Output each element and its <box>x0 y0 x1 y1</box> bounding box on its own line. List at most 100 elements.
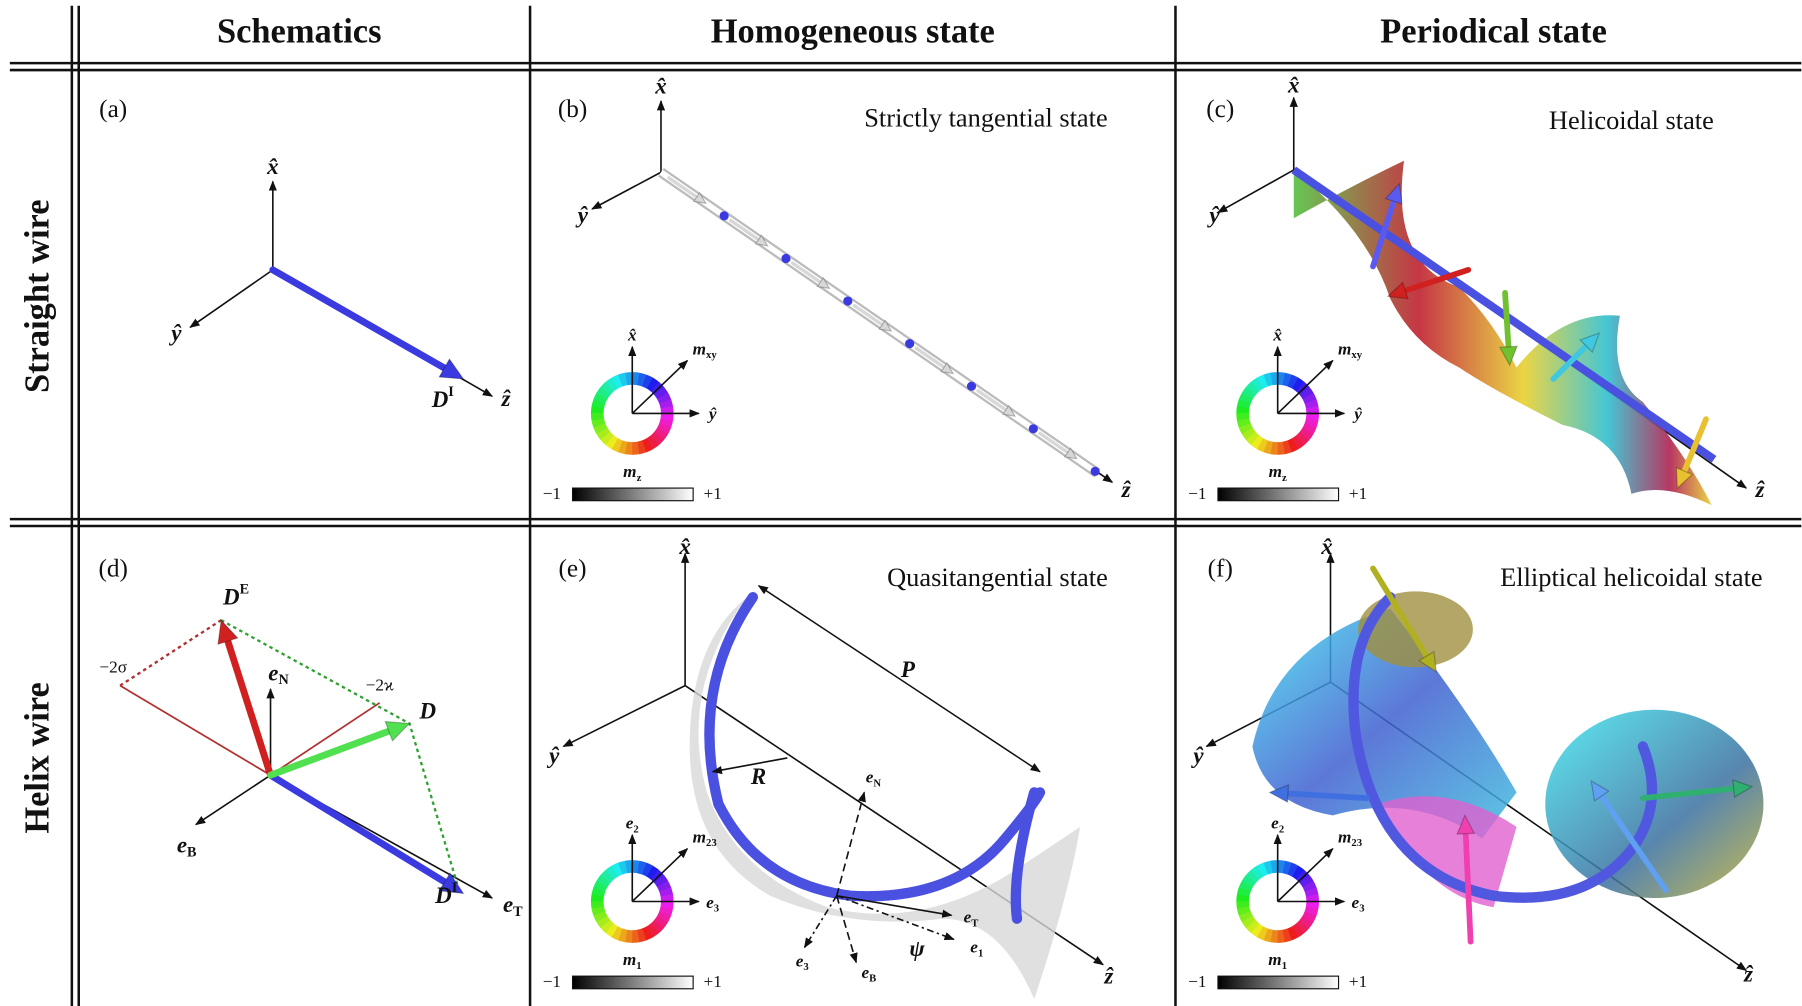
legend-axis-label: ŷ <box>707 405 717 424</box>
legend-axis-label-sub: xy <box>706 349 717 361</box>
axis-line <box>1278 849 1333 902</box>
axis-line <box>563 686 685 747</box>
colorbar-max: +1 <box>1349 484 1367 503</box>
vector-de <box>228 641 271 775</box>
legend-axis-label-sub: z <box>1282 472 1287 484</box>
axis-label: ŷ <box>575 202 589 227</box>
axis-line <box>196 775 271 824</box>
axis-line <box>632 849 687 902</box>
pitch-label: P <box>900 657 916 682</box>
colorbar <box>1218 488 1339 501</box>
legend-axis-label-sub: 1 <box>1282 960 1287 972</box>
magnetization-arrow <box>793 263 821 282</box>
panel-title: Elliptical helicoidal state <box>1500 562 1763 592</box>
legend-axis-label-base: m <box>1269 462 1282 481</box>
legend-axis-label-sub: 23 <box>1351 838 1362 850</box>
vector-label-base: D <box>431 387 449 412</box>
ribbon <box>690 597 1080 999</box>
legend-axis-label-base: m <box>1268 950 1281 969</box>
axis-label: ŷ <box>168 321 182 346</box>
colorbar <box>573 488 694 501</box>
legend-axis-label: mz <box>1269 462 1287 484</box>
wire-marker <box>967 382 976 391</box>
legend-axis-label: m23 <box>1338 827 1362 849</box>
magnetization-arrow <box>1505 293 1508 347</box>
axis-label-sub: N <box>873 778 881 790</box>
angle-label: ψ <box>909 936 925 961</box>
colorbar-min: −1 <box>1188 484 1206 503</box>
legend-axis-label-base: m <box>623 950 636 969</box>
magnetization-arrow <box>731 221 759 240</box>
axis-label-sub: B <box>187 845 197 861</box>
colorbar-max: +1 <box>703 484 721 503</box>
projection-label: −2σ <box>99 657 127 676</box>
legend-axis-label-sub: 3 <box>1359 903 1364 915</box>
panel-title: Strictly tangential state <box>864 103 1107 133</box>
vector-label-base: D <box>434 883 452 908</box>
legend-axis-label-sub: 2 <box>1279 824 1284 836</box>
red-dotted <box>120 620 221 685</box>
vector-label-sup: I <box>452 880 458 896</box>
axis-label: x̂ <box>678 534 690 559</box>
axis-label: eB <box>177 833 197 861</box>
axis-label: eT <box>503 893 523 921</box>
axis-label: ŷ <box>546 743 560 768</box>
pitch-line <box>759 586 1040 772</box>
row-label: Straight wire <box>19 200 57 394</box>
colorbar-min: −1 <box>1188 972 1206 991</box>
vector-label-base: D <box>222 585 240 610</box>
legend-axis-label-sub: 2 <box>633 824 638 836</box>
axis-label: ŷ <box>1190 743 1204 768</box>
vector-d-head <box>385 721 409 740</box>
magnetization-arrow <box>669 178 697 197</box>
legend-axis-label-sub: 1 <box>636 960 641 972</box>
axis-label: x̂ <box>1287 73 1299 98</box>
panel-title: Helicoidal state <box>1549 105 1714 135</box>
axis-label: x̂ <box>1320 534 1332 559</box>
legend-axis-label-sub: xy <box>1351 349 1362 361</box>
legend-axis-label: mxy <box>693 339 718 361</box>
axis-label: x̂ <box>266 154 278 179</box>
axis-label: x̂ <box>654 74 666 99</box>
axis-label-base: e <box>177 833 187 858</box>
column-header: Periodical state <box>1380 12 1607 50</box>
axis-label-sub: N <box>279 672 290 688</box>
legend-axis-label: e2 <box>1271 814 1284 836</box>
vector-label: DE <box>222 582 249 610</box>
legend-axis-label-base: m <box>693 339 706 358</box>
legend-axis-label-sub: 3 <box>714 903 719 915</box>
axis-label: ẑ <box>1755 477 1766 502</box>
vector-label: DI <box>434 880 458 908</box>
magnetization-arrow <box>855 306 883 325</box>
colorbar-max: +1 <box>703 972 721 991</box>
frame-axis <box>837 792 865 895</box>
legend-axis-label: mz <box>623 462 641 484</box>
panel-tag: (d) <box>98 555 127 583</box>
legend-axis-label: m1 <box>623 950 642 972</box>
legend-axis-label: x̂ <box>1272 325 1282 344</box>
wire-marker <box>1091 467 1100 476</box>
axis-label-sub: 1 <box>978 948 983 960</box>
legend-axis-label-base: m <box>1338 339 1351 358</box>
panel-tag: (a) <box>99 95 127 123</box>
helix-wire <box>709 597 1040 896</box>
colorbar-max: +1 <box>1349 972 1367 991</box>
colorbar <box>573 976 694 989</box>
axis-label: ẑ <box>1103 964 1114 989</box>
axis-label: ẑ <box>1121 477 1132 502</box>
projection-label: −2ϰ <box>366 676 394 695</box>
frame-axis <box>837 896 857 963</box>
legend-axis-label: x̂ <box>627 325 637 344</box>
axis-label-base: e <box>503 893 513 918</box>
axis-label-sub: B <box>869 973 876 985</box>
axis-label: ŷ <box>1206 202 1220 227</box>
colorbar-min: −1 <box>543 484 561 503</box>
legend-axis-label: e2 <box>626 814 639 836</box>
colorbar-min: −1 <box>543 972 561 991</box>
wire-marker <box>720 211 729 220</box>
axis-label: e3 <box>796 951 809 973</box>
axis-line <box>1218 170 1294 212</box>
wire-marker <box>905 339 914 348</box>
axis-label-base: e <box>268 661 278 686</box>
vector-di <box>271 775 445 882</box>
